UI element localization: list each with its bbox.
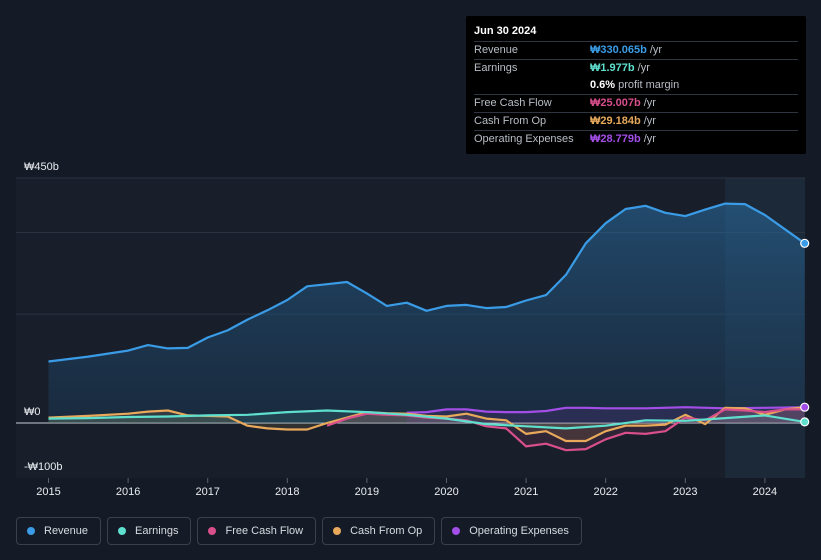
tooltip-value: ₩1.977b (590, 62, 635, 74)
legend-item-cash-from-op[interactable]: Cash From Op (322, 517, 436, 545)
y-axis-label: ₩0 (24, 406, 41, 418)
tooltip-label: Earnings (474, 62, 518, 74)
tooltip-value: ₩29.184b (590, 115, 641, 127)
legend-label: Earnings (135, 525, 179, 537)
x-tick-label: 2024 (753, 486, 777, 498)
x-tick-label: 2019 (355, 486, 379, 498)
y-axis-label: -₩100b (24, 461, 63, 473)
legend-label: Free Cash Flow (225, 525, 304, 537)
x-tick-label: 2021 (514, 486, 538, 498)
legend-label: Cash From Op (350, 525, 423, 537)
tooltip-unit: /yr (637, 62, 650, 74)
tooltip-value: 0.6% (590, 79, 616, 91)
legend-item-free-cash-flow[interactable]: Free Cash Flow (197, 517, 317, 545)
cash-from-op-dot-icon (333, 527, 342, 535)
y-axis-label: ₩450b (24, 161, 59, 173)
chart-legend: Revenue Earnings Free Cash Flow Cash Fro… (16, 517, 582, 545)
tooltip-date: Jun 30 2024 (474, 23, 798, 42)
tooltip-label (474, 77, 590, 94)
tooltip-label: Revenue (474, 44, 519, 56)
tooltip-value: ₩28.779b (590, 133, 641, 145)
x-tick-label: 2018 (275, 486, 299, 498)
x-tick-label: 2020 (434, 486, 458, 498)
earnings-dot-icon (118, 527, 127, 535)
legend-label: Operating Expenses (469, 525, 569, 537)
x-tick-label: 2017 (195, 486, 219, 498)
tooltip-unit: /yr (643, 115, 656, 127)
tooltip-unit: /yr (643, 133, 656, 145)
tooltip-unit: /yr (643, 97, 656, 109)
legend-item-revenue[interactable]: Revenue (16, 517, 102, 545)
x-tick-label: 2023 (673, 486, 697, 498)
operating-expenses-end-marker (800, 402, 810, 412)
tooltip-label: Operating Expenses (474, 133, 574, 145)
tooltip-label: Free Cash Flow (474, 97, 552, 109)
x-tick-label: 2015 (36, 486, 60, 498)
tooltip-row-revenue: Revenue ₩330.065b /yr (474, 42, 798, 60)
revenue-area (48, 203, 805, 423)
legend-item-earnings[interactable]: Earnings (107, 517, 192, 545)
tooltip-row-free-cash-flow: Free Cash Flow ₩25.007b /yr (474, 95, 798, 113)
tooltip-unit: /yr (649, 44, 663, 56)
tooltip-row-earnings: Earnings ₩1.977b /yr (474, 60, 798, 77)
tooltip-value: ₩330.065b (590, 44, 647, 56)
tooltip-row-profit-margin: 0.6% profit margin (474, 77, 798, 95)
x-tick-label: 2016 (116, 486, 140, 498)
earnings-line (48, 409, 805, 430)
revenue-end-marker (800, 238, 810, 248)
revenue-dot-icon (27, 527, 35, 535)
operating-expenses-line (406, 406, 805, 414)
legend-label: Revenue (44, 525, 89, 537)
free-cash-flow-dot-icon (208, 527, 217, 535)
revenue-line (48, 202, 806, 363)
tooltip-row-cash-from-op: Cash From Op ₩29.184b /yr (474, 113, 798, 131)
tooltip-label: Cash From Op (474, 115, 547, 127)
operating-expenses-dot-icon (452, 527, 461, 535)
data-tooltip: Jun 30 2024 Revenue ₩330.065b /yr Earnin… (466, 16, 806, 154)
earnings-end-marker (800, 417, 810, 427)
financial-history-chart: ₩450b ₩0 -₩100b 2015 2016 2017 2018 2019 2020 202… (16, 161, 810, 498)
x-tick-label: 2022 (593, 486, 617, 498)
tooltip-unit: profit margin (618, 79, 680, 91)
tooltip-row-operating-expenses: Operating Expenses ₩28.779b /yr (474, 131, 798, 148)
legend-item-operating-expenses[interactable]: Operating Expenses (441, 517, 582, 545)
tooltip-value: ₩25.007b (590, 97, 641, 109)
